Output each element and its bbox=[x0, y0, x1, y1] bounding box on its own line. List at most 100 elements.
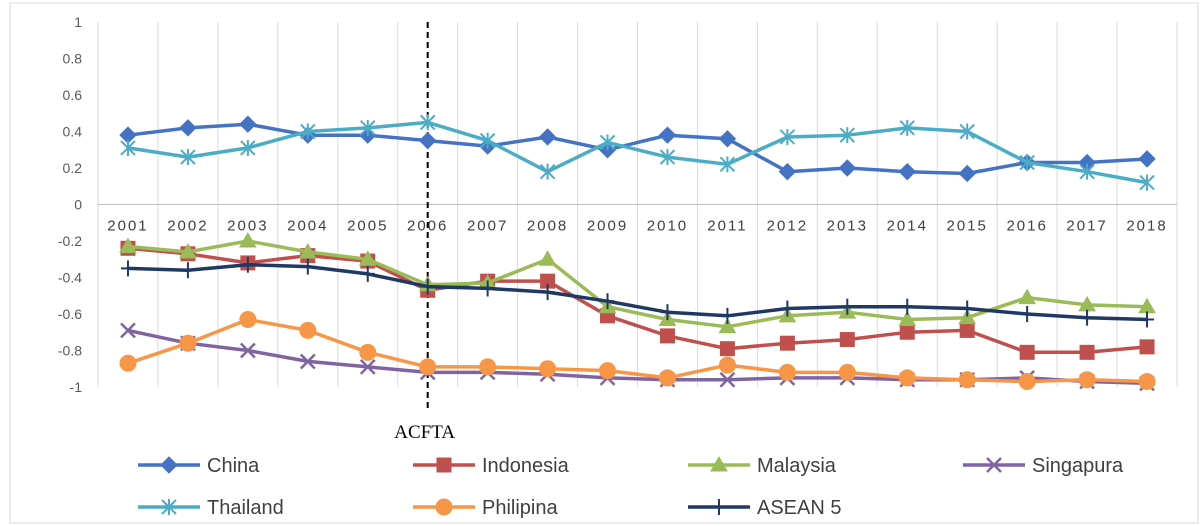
series-layer bbox=[119, 114, 1156, 392]
x-tick-label: 2002 bbox=[167, 218, 208, 235]
series-philipina bbox=[119, 310, 1156, 391]
data-point-philipina bbox=[419, 358, 437, 376]
data-point-china bbox=[538, 128, 557, 146]
data-point-malaysia bbox=[538, 250, 557, 266]
data-point-china bbox=[958, 164, 976, 183]
data-point-indonesia bbox=[899, 324, 915, 340]
data-point-singapura bbox=[120, 322, 136, 339]
data-point-thailand bbox=[839, 127, 856, 144]
data-point-asean-5 bbox=[120, 260, 135, 277]
legend-item-asean-5: ASEAN 5 bbox=[688, 497, 841, 519]
data-point-indonesia bbox=[1079, 344, 1095, 360]
data-point-philipina bbox=[658, 369, 676, 387]
legend-marker-philipina bbox=[435, 498, 453, 516]
legend-label-asean-5: ASEAN 5 bbox=[757, 497, 841, 519]
data-point-malaysia bbox=[358, 250, 377, 266]
data-point-asean-5 bbox=[960, 300, 975, 317]
data-point-china bbox=[239, 115, 257, 133]
x-tick-label: 2012 bbox=[767, 218, 808, 235]
data-point-thailand bbox=[1019, 154, 1035, 171]
legend-item-indonesia: Indonesia bbox=[413, 455, 570, 477]
data-point-china bbox=[418, 131, 437, 150]
x-tick-label: 2010 bbox=[647, 218, 688, 235]
data-point-china bbox=[718, 130, 737, 148]
series-line-thailand bbox=[127, 120, 1148, 185]
legend-item-singapura: Singapura bbox=[963, 455, 1124, 477]
x-tick-label: 2013 bbox=[827, 218, 868, 235]
data-point-indonesia bbox=[719, 341, 735, 357]
x-tick-label: 2014 bbox=[887, 218, 928, 235]
data-point-asean-5 bbox=[780, 300, 795, 317]
data-point-thailand bbox=[599, 134, 616, 151]
data-point-asean-5 bbox=[720, 307, 735, 324]
x-tick-label: 2005 bbox=[347, 218, 388, 235]
data-point-malaysia bbox=[238, 231, 257, 248]
legend-marker-singapura bbox=[986, 457, 1002, 473]
data-point-thailand bbox=[659, 149, 676, 166]
data-point-china bbox=[778, 162, 797, 181]
y-tick-label: -0.6 bbox=[58, 306, 82, 322]
data-point-asean-5 bbox=[360, 265, 375, 282]
series-line-malaysia bbox=[127, 239, 1148, 329]
legend-marker-china bbox=[160, 456, 178, 474]
x-tick-label: 2018 bbox=[1126, 218, 1167, 235]
data-point-singapura bbox=[299, 353, 316, 370]
legend-label-indonesia: Indonesia bbox=[482, 455, 570, 477]
legend-label-china: China bbox=[207, 455, 260, 477]
data-point-singapura bbox=[719, 371, 736, 388]
data-point-thailand bbox=[419, 114, 436, 131]
y-tick-label: -0.4 bbox=[58, 270, 82, 286]
x-tick-label: 2007 bbox=[467, 218, 508, 235]
data-point-singapura-stroke bbox=[359, 359, 376, 375]
data-point-singapura-stroke bbox=[120, 322, 136, 339]
data-point-asean-5 bbox=[240, 256, 255, 273]
data-point-philipina bbox=[599, 362, 617, 380]
acfta-annotation-label: ACFTA bbox=[394, 422, 455, 443]
x-tick-label: 2016 bbox=[1006, 218, 1047, 235]
y-tick-label: 1 bbox=[74, 14, 82, 30]
series-line-philipina bbox=[127, 317, 1148, 384]
data-point-asean-5 bbox=[660, 304, 675, 321]
x-tick-label: 2009 bbox=[587, 218, 628, 235]
data-point-malaysia bbox=[1018, 288, 1037, 305]
data-point-asean-5 bbox=[900, 298, 915, 315]
data-point-philipina bbox=[898, 369, 916, 387]
data-point-philipina bbox=[958, 371, 976, 389]
legend-marker-indonesia bbox=[436, 457, 452, 473]
data-point-indonesia bbox=[659, 328, 675, 344]
legend: China Indonesia Malaysia Singapura Thailand P… bbox=[138, 455, 1124, 519]
data-point-thailand bbox=[539, 163, 556, 180]
legend-item-philipina: Philipina bbox=[413, 497, 558, 519]
y-tick-label: 0.2 bbox=[63, 160, 83, 176]
data-point-thailand bbox=[300, 123, 316, 140]
data-point-indonesia bbox=[959, 322, 975, 338]
data-point-indonesia bbox=[839, 332, 855, 348]
data-point-philipina bbox=[718, 356, 736, 374]
data-point-thailand bbox=[360, 119, 376, 136]
legend-marker-malaysia bbox=[710, 455, 728, 472]
data-point-asean-5 bbox=[480, 280, 495, 297]
data-point-philipina bbox=[838, 363, 856, 381]
data-point-indonesia bbox=[1139, 339, 1155, 355]
data-point-thailand bbox=[1139, 174, 1155, 191]
data-point-malaysia bbox=[898, 310, 917, 326]
data-point-philipina bbox=[179, 334, 197, 352]
data-point-thailand bbox=[719, 156, 736, 173]
legend-label-malaysia: Malaysia bbox=[757, 455, 837, 477]
data-point-singapura-stroke bbox=[719, 371, 736, 388]
data-point-singapura bbox=[359, 359, 376, 375]
data-point-singapura-stroke bbox=[299, 353, 316, 370]
data-point-thailand bbox=[180, 149, 196, 166]
data-point-malaysia bbox=[119, 237, 137, 253]
x-tick-label: 2003 bbox=[227, 218, 268, 235]
series-line-indonesia bbox=[127, 246, 1148, 355]
data-point-thailand bbox=[479, 132, 496, 149]
y-tick-label: 0 bbox=[74, 197, 82, 213]
series-line-asean-5 bbox=[127, 262, 1148, 322]
x-tick-label: 2001 bbox=[107, 218, 148, 235]
chart-frame bbox=[9, 2, 1199, 524]
data-point-philipina bbox=[119, 354, 137, 372]
data-point-thailand bbox=[120, 139, 136, 156]
